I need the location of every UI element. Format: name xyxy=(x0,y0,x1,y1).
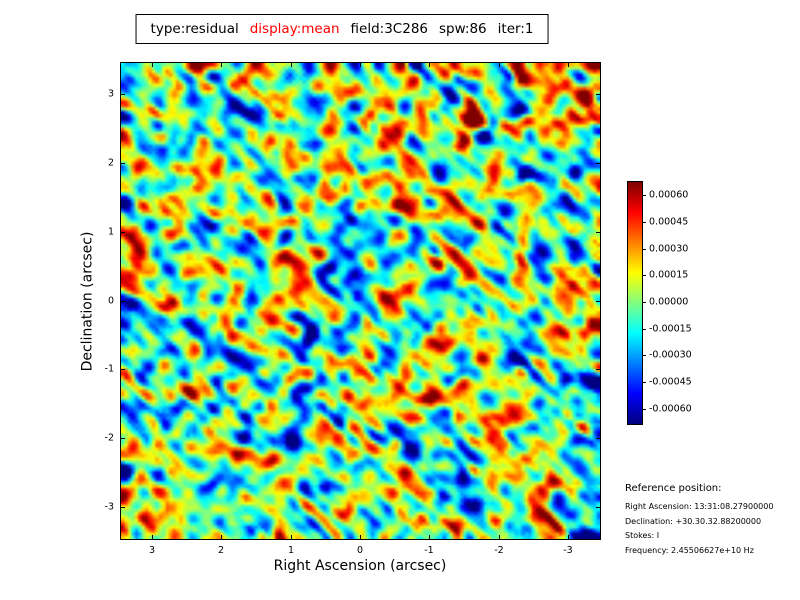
reference-heading: Reference position: xyxy=(625,483,722,494)
y-tick-label: 1 xyxy=(107,226,114,238)
colorbar-tick-mark xyxy=(643,249,646,250)
colorbar-tick-mark xyxy=(643,275,646,276)
x-tick-label: 3 xyxy=(148,545,156,556)
colorbar-tick-mark xyxy=(643,409,646,410)
axis-tick-marks xyxy=(121,63,600,539)
y-tick-mark xyxy=(596,507,600,508)
reference-position-block: Reference position: Right Ascension: 13:… xyxy=(625,483,773,558)
colorbar-tick-mark xyxy=(643,329,646,330)
title-token-0: type:residual xyxy=(150,21,239,37)
x-tick-mark xyxy=(429,535,430,539)
colorbar-tick-label: 0.00030 xyxy=(649,243,689,255)
colorbar-tick-label: -0.00060 xyxy=(649,403,692,415)
y-tick-mark xyxy=(121,507,125,508)
y-tick-mark xyxy=(596,163,600,164)
colorbar-gradient-canvas xyxy=(628,182,642,424)
x-tick-mark xyxy=(360,63,361,67)
y-tick-mark xyxy=(121,301,125,302)
y-tick-mark xyxy=(121,163,125,164)
title-token-2: field:3C286 xyxy=(350,21,429,37)
y-tick-mark xyxy=(121,369,125,370)
title-token-1: display:mean xyxy=(249,21,340,37)
y-tick-label: -2 xyxy=(104,432,114,444)
y-tick-mark xyxy=(121,94,125,95)
x-axis-label: Right Ascension (arcsec) xyxy=(273,558,447,574)
x-tick-mark xyxy=(152,535,153,539)
residual-heatmap-canvas xyxy=(121,63,600,539)
colorbar-tick-label: 0.00045 xyxy=(649,216,689,228)
x-tick-label: -1 xyxy=(424,545,434,556)
x-tick-mark xyxy=(221,535,222,539)
reference-line-2: Stokes: I xyxy=(625,531,660,540)
x-tick-mark xyxy=(499,63,500,67)
x-tick-label: 2 xyxy=(217,545,225,556)
colorbar-tick-mark xyxy=(643,302,646,303)
y-tick-label: -3 xyxy=(104,501,114,513)
x-tick-label: 1 xyxy=(287,545,295,556)
colorbar xyxy=(627,181,643,425)
y-tick-mark xyxy=(596,301,600,302)
title-token-3: spw:86 xyxy=(439,21,487,37)
x-tick-label: -3 xyxy=(563,545,573,556)
y-tick-label: 2 xyxy=(107,157,114,169)
plot-title-box: type:residual display:mean field:3C286 spw:… xyxy=(135,14,549,44)
x-tick-mark xyxy=(568,535,569,539)
x-tick-mark xyxy=(221,63,222,67)
x-tick-mark xyxy=(568,63,569,67)
x-tick-mark xyxy=(291,63,292,67)
x-tick-mark xyxy=(360,535,361,539)
x-tick-mark xyxy=(152,63,153,67)
title-token-4: iter:1 xyxy=(497,21,534,37)
reference-lines: Right Ascension: 13:31:08.27900000 Declin… xyxy=(625,500,773,558)
y-tick-mark xyxy=(121,438,125,439)
colorbar-tick-label: -0.00015 xyxy=(649,323,692,335)
reference-line-3: Frequency: 2.45506627e+10 Hz xyxy=(625,545,754,555)
x-tick-mark xyxy=(429,63,430,67)
colorbar-tick-label: 0.00015 xyxy=(649,269,689,281)
y-tick-label: 3 xyxy=(107,88,114,100)
plot-area xyxy=(120,62,601,540)
x-tick-mark xyxy=(499,535,500,539)
colorbar-tick-mark xyxy=(643,382,646,383)
colorbar-tick-label: -0.00045 xyxy=(649,376,692,388)
reference-line-0: Right Ascension: 13:31:08.27900000 xyxy=(625,502,774,511)
colorbar-tick-mark xyxy=(643,222,646,223)
x-tick-label: 0 xyxy=(356,545,364,556)
x-tick-label: -2 xyxy=(494,545,504,556)
colorbar-tick-label: -0.00030 xyxy=(649,349,692,361)
y-tick-mark xyxy=(596,438,600,439)
colorbar-tick-label: 0.00060 xyxy=(649,189,689,201)
x-tick-mark xyxy=(291,535,292,539)
colorbar-tick-label: 0.00000 xyxy=(649,296,689,308)
y-tick-mark xyxy=(121,232,125,233)
colorbar-tick-mark xyxy=(643,355,646,356)
y-tick-mark xyxy=(596,232,600,233)
y-tick-mark xyxy=(596,94,600,95)
colorbar-tick-mark xyxy=(643,195,646,196)
y-tick-mark xyxy=(596,369,600,370)
reference-line-1: Declination: +30.30.32.88200000 xyxy=(625,516,762,526)
y-tick-label: 0 xyxy=(107,295,114,307)
y-tick-label: -1 xyxy=(104,363,114,375)
